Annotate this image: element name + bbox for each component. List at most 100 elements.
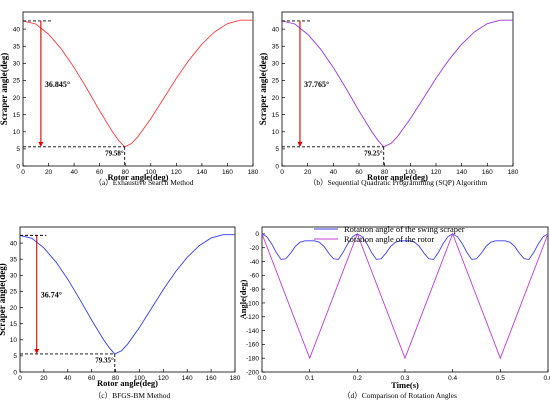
x-tick-label: 0.4 <box>448 375 457 382</box>
series-line-1 <box>261 233 549 260</box>
series-line-1 <box>281 19 513 148</box>
x-axis-label: Rotor angle(deg) <box>367 172 428 182</box>
difference-arrow-head <box>297 141 303 147</box>
y-tick-label: 25 <box>10 289 18 296</box>
series-line-2 <box>261 232 549 360</box>
x-tick-label: 160 <box>222 169 233 176</box>
y-tick-label: 0 <box>16 163 20 170</box>
figure-caption: （d）Comparison of Rotation Angles <box>343 391 457 400</box>
x-tick-label: 20 <box>304 169 312 176</box>
figure-caption: （c）BFGS-BM Method <box>94 391 171 400</box>
plot-frame <box>22 11 254 167</box>
y-tick-label: 15 <box>272 112 280 119</box>
x-tick-label: 80 <box>122 169 130 176</box>
y-tick-label: 10 <box>272 129 280 136</box>
x-tick-label: 180 <box>248 169 259 176</box>
y-tick-label: -60 <box>250 273 260 280</box>
x-tick-label: 0.2 <box>353 375 362 382</box>
y-tick-label: 10 <box>10 337 18 344</box>
y-tick-label: 10 <box>13 129 21 136</box>
difference-label: 36.74° <box>41 291 62 300</box>
chart-a: 0 20 40 60 80 100 120 140 160 180 0 5 10 15 20 25 30 35 40… <box>0 11 259 187</box>
x-tick-label: 60 <box>355 169 363 176</box>
y-tick-label: -80 <box>250 286 260 293</box>
y-tick-label: 20 <box>272 95 280 102</box>
x-tick-label: 0.5 <box>496 375 505 382</box>
y-tick-label: 35 <box>13 44 21 51</box>
figure-caption: （b）Sequential Quadratic Programming (SQP… <box>309 178 487 187</box>
x-tick-label: 0 <box>280 169 284 176</box>
x-tick-label: 120 <box>431 169 442 176</box>
x-tick-label: 140 <box>456 169 467 176</box>
y-axis-label: Scraper angle(deg) <box>258 53 268 126</box>
y-tick-label: 30 <box>272 61 280 68</box>
x-tick-label: 20 <box>40 375 48 382</box>
x-tick-label: 140 <box>196 169 207 176</box>
difference-arrow-head <box>34 348 40 354</box>
x-tick-label: 100 <box>134 375 145 382</box>
y-tick-label: 0 <box>255 231 259 238</box>
x-tick-label: 120 <box>171 169 182 176</box>
plot-frame <box>261 226 549 373</box>
x-tick-label: 160 <box>206 375 217 382</box>
y-tick-label: 30 <box>13 61 21 68</box>
y-tick-label: 40 <box>13 26 21 33</box>
x-tick-label: 0.3 <box>400 375 409 382</box>
y-tick-label: 40 <box>10 240 18 247</box>
x-axis-label: Time(s) <box>391 380 419 390</box>
y-tick-label: 40 <box>272 26 280 33</box>
x-tick-label: 180 <box>230 375 241 382</box>
x-tick-label: 160 <box>482 169 493 176</box>
y-tick-label: 20 <box>13 95 21 102</box>
y-tick-label: 20 <box>10 305 18 312</box>
x-tick-label: 0 <box>18 375 22 382</box>
y-tick-label: 5 <box>16 146 20 153</box>
y-tick-label: -160 <box>246 342 259 349</box>
plot-frame <box>281 11 514 167</box>
x-tick-label: 40 <box>330 169 338 176</box>
x-tick-label: 20 <box>45 169 53 176</box>
difference-label: 36.845° <box>45 80 70 89</box>
y-tick-label: 15 <box>10 321 18 328</box>
chart-b: 0 20 40 60 80 100 120 140 160 180 0 5 10 15 20 25 30 35 40… <box>258 11 519 187</box>
y-tick-label: -120 <box>246 314 259 321</box>
figure-caption: （a）Exhaustive Search Method <box>94 178 193 187</box>
difference-arrow-head <box>38 141 44 147</box>
x-tick-label: 40 <box>70 169 78 176</box>
y-axis-label: Angle(deg) <box>238 280 248 320</box>
y-tick-label: -180 <box>246 355 259 362</box>
x-tick-label: 0 <box>21 169 25 176</box>
plot-frame <box>19 226 236 373</box>
x-tick-label: 0.1 <box>305 375 314 382</box>
y-tick-label: -200 <box>246 369 259 376</box>
x-axis-label: Rotor angle(deg) <box>108 172 169 182</box>
y-axis-label: Scraper angle(deg) <box>0 53 9 126</box>
x-axis-label: Rotor angle(deg) <box>97 378 158 388</box>
x-tick-label: 180 <box>508 169 519 176</box>
x-tick-label: 100 <box>145 169 156 176</box>
y-tick-label: -140 <box>246 328 259 335</box>
min-angle-label: 79.25° <box>364 149 383 157</box>
y-tick-label: 5 <box>275 146 279 153</box>
y-tick-label: 35 <box>272 44 280 51</box>
y-tick-label: -20 <box>250 245 260 252</box>
x-tick-label: 120 <box>158 375 169 382</box>
x-tick-label: 80 <box>112 375 120 382</box>
x-tick-label: 40 <box>64 375 72 382</box>
x-tick-label: 60 <box>96 169 104 176</box>
y-tick-label: 25 <box>13 78 21 85</box>
x-tick-label: 60 <box>88 375 96 382</box>
y-tick-label: -100 <box>246 300 259 307</box>
chart-d: 0.0 0.1 0.2 0.3 0.4 0.5 0.6 0 -20 -40 -60 -80 -100 -1… <box>238 224 550 400</box>
chart-c: 0 20 40 60 80 100 120 140 160 180 0 5 10 15 20 25 30 35 40… <box>0 226 241 400</box>
min-angle-label: 79.35° <box>95 356 114 364</box>
y-axis-label: Scraper angle(deg) <box>0 263 7 336</box>
y-tick-label: 35 <box>10 257 18 264</box>
x-tick-label: 80 <box>381 169 389 176</box>
x-tick-label: 0.0 <box>257 375 266 382</box>
y-tick-label: 5 <box>13 353 17 360</box>
y-tick-label: 30 <box>10 273 18 280</box>
y-tick-label: -40 <box>250 259 260 266</box>
y-tick-label: 25 <box>272 78 280 85</box>
